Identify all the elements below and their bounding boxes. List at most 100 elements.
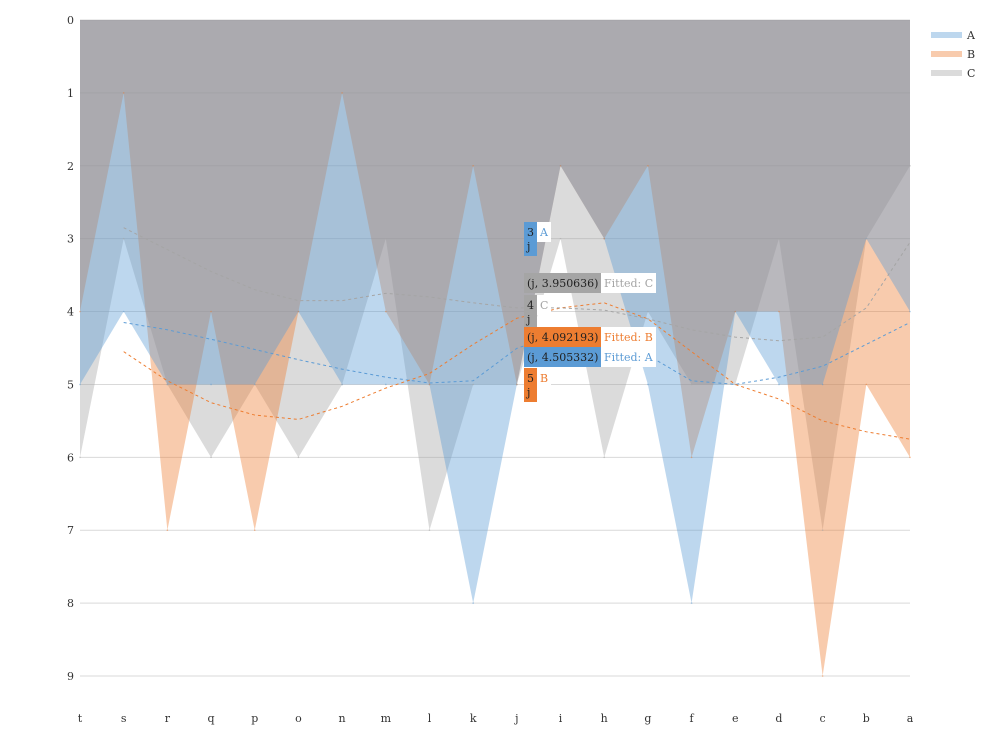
y-tick-label: 9 xyxy=(67,670,74,683)
point-C xyxy=(603,456,606,459)
tooltip-series-name: B xyxy=(540,372,548,385)
point-B xyxy=(909,456,911,459)
x-tick-label: l xyxy=(428,712,432,725)
point-A xyxy=(778,383,780,386)
trendline-B xyxy=(123,302,911,440)
x-tick-label: p xyxy=(251,712,258,725)
tooltip-value: 4 xyxy=(527,299,534,312)
x-tick-label: a xyxy=(907,712,914,725)
tooltip-swatch-C xyxy=(524,295,537,329)
area-C xyxy=(80,20,910,531)
x-tick-label: t xyxy=(78,712,83,725)
point-B xyxy=(122,92,125,94)
point-C xyxy=(166,383,169,386)
point-C xyxy=(253,383,256,386)
x-tick-label: i xyxy=(559,712,563,725)
legend: ABC xyxy=(931,29,976,80)
x-tick-label: d xyxy=(775,712,782,725)
x-tick-label: r xyxy=(165,712,171,725)
legend-label-B: B xyxy=(967,48,975,61)
x-tick-label: k xyxy=(470,712,477,725)
point-B xyxy=(79,310,81,313)
point-C xyxy=(778,237,780,240)
tooltip-name-bg xyxy=(537,368,551,388)
point-B xyxy=(647,164,649,167)
tooltip-series-name: C xyxy=(540,299,548,312)
point-C xyxy=(341,383,343,386)
point-B xyxy=(428,383,431,386)
point-B xyxy=(297,310,300,313)
tooltip-fitted-value: (j, 3.950636) xyxy=(527,277,598,290)
tooltip-swatch-B xyxy=(524,368,537,402)
point-B xyxy=(821,675,824,677)
x-tick-label: f xyxy=(690,712,695,725)
point-B xyxy=(734,310,737,313)
tooltip-fitted-name: Fitted: B xyxy=(604,331,653,344)
point-B xyxy=(166,529,169,532)
legend-swatch-A xyxy=(931,32,962,38)
x-tick-label: g xyxy=(644,712,651,725)
x-tick-label: o xyxy=(295,712,302,725)
point-C xyxy=(690,383,693,386)
tooltip-fitted-value: (j, 4.092193) xyxy=(527,331,598,344)
point-C xyxy=(516,383,518,386)
point-B xyxy=(603,237,606,240)
point-C xyxy=(821,529,824,532)
point-C xyxy=(210,456,212,459)
x-tick-label: q xyxy=(208,712,215,725)
y-tick-label: 6 xyxy=(67,451,74,464)
y-axis: 0 1 2 3 4 5 6 7 8 9 xyxy=(67,14,74,683)
point-C xyxy=(472,383,474,386)
point-B xyxy=(341,92,343,94)
point-B xyxy=(210,310,212,313)
point-C xyxy=(384,237,387,240)
y-tick-label: 1 xyxy=(67,87,74,100)
tooltip-fitted-box-C xyxy=(524,273,601,293)
x-tick-label: c xyxy=(820,712,826,725)
point-B xyxy=(865,383,868,386)
point-A xyxy=(647,383,649,386)
tooltip-fitted-label-bg xyxy=(601,273,656,293)
tooltip-fitted-box-B xyxy=(524,327,601,347)
tooltip-fitted-name: Fitted: C xyxy=(604,277,653,290)
gridlines xyxy=(80,19,910,677)
tooltip-fitted-box-A xyxy=(524,347,601,367)
area-A xyxy=(80,20,910,604)
point-C xyxy=(559,237,562,240)
trendline-A xyxy=(123,321,911,385)
tooltip-swatch-A xyxy=(524,222,537,256)
point-B xyxy=(472,164,474,167)
legend-label-A: A xyxy=(966,29,976,42)
point-C xyxy=(122,237,125,240)
x-tick-label: j xyxy=(513,712,518,725)
point-A xyxy=(210,383,212,386)
tooltip-series-name: A xyxy=(539,226,549,239)
point-B xyxy=(559,164,562,167)
tooltip-fitted-value: (j, 4.505332) xyxy=(527,351,598,364)
x-tick-label: n xyxy=(339,712,346,725)
point-C xyxy=(297,456,300,459)
y-tick-label: 7 xyxy=(67,524,74,537)
area-B xyxy=(80,20,910,676)
point-A xyxy=(909,310,911,313)
tooltip-category: j xyxy=(525,313,530,326)
x-tick-label: h xyxy=(601,712,608,725)
point-A xyxy=(384,383,387,386)
point-A xyxy=(821,383,824,386)
point-C xyxy=(647,310,649,313)
tooltip-value: 5 xyxy=(527,372,534,385)
point-B xyxy=(384,310,387,313)
tooltip-fitted-label-bg xyxy=(601,327,656,347)
point-A xyxy=(122,310,125,313)
point-C xyxy=(909,164,911,167)
point-C xyxy=(79,456,81,459)
tooltip-fitted-label-bg xyxy=(601,347,656,367)
point-B xyxy=(253,529,256,532)
x-tick-label: m xyxy=(381,712,392,725)
point-C xyxy=(865,237,868,240)
y-tick-label: 3 xyxy=(67,233,74,246)
point-B xyxy=(690,456,693,459)
legend-label-C: C xyxy=(967,67,975,80)
